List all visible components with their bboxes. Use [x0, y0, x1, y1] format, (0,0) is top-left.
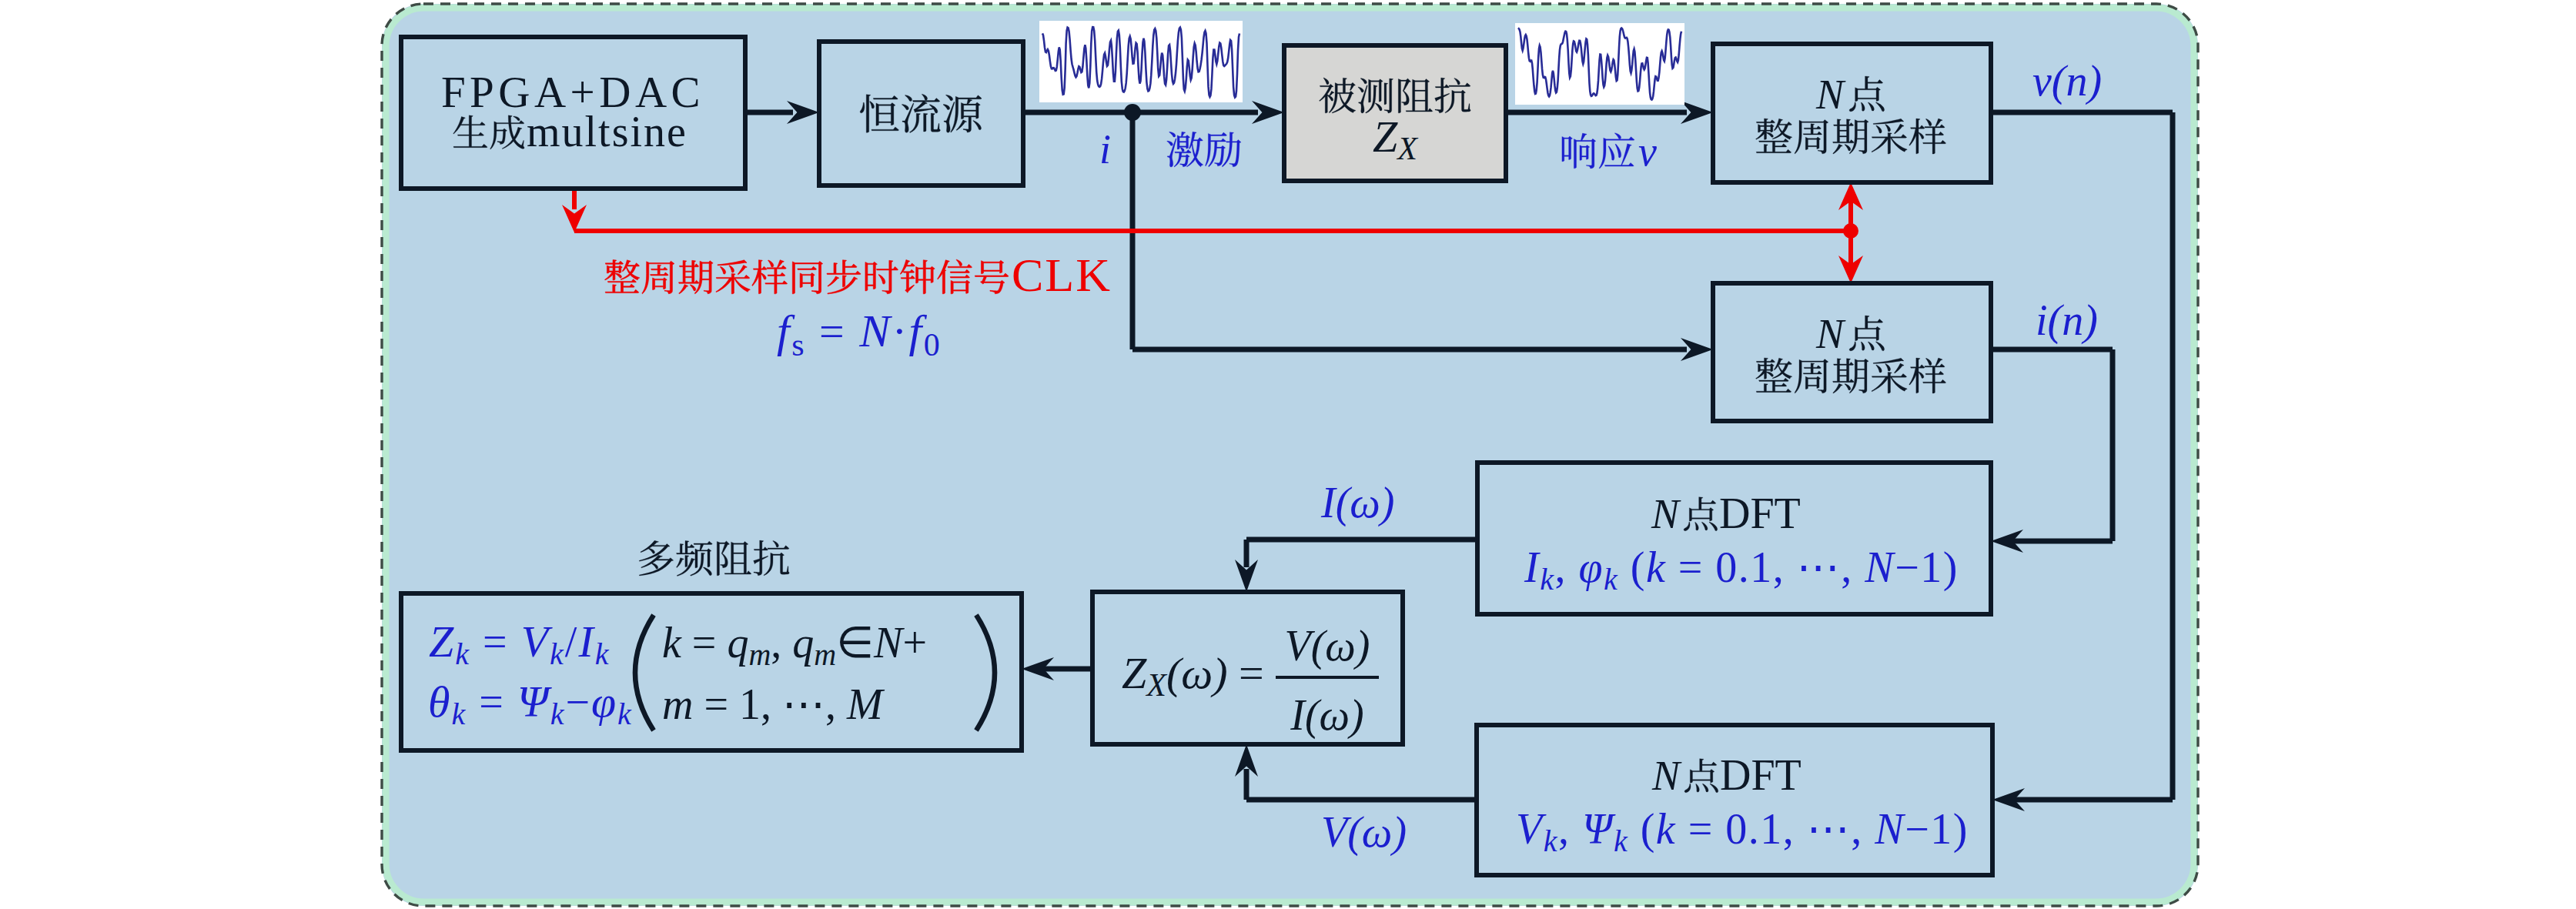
- svg-text:i: i: [1099, 126, 1111, 172]
- svg-text:v(n): v(n): [2032, 57, 2102, 105]
- svg-text:I(ω): I(ω): [1320, 479, 1394, 527]
- svg-text:ZX(ω) =: ZX(ω) =: [1122, 648, 1264, 703]
- svg-text:N: N: [1651, 491, 1681, 537]
- svg-text:V(ω): V(ω): [1284, 622, 1370, 670]
- svg-text:DFT: DFT: [1720, 751, 1802, 799]
- svg-text:Ik, φk (k = 0.1, ⋯, N−1): Ik, φk (k = 0.1, ⋯, N−1): [1524, 543, 1959, 597]
- svg-text:m = 1, ⋯, M: m = 1, ⋯, M: [662, 680, 885, 728]
- svg-text:v: v: [1638, 129, 1657, 175]
- svg-text:I(ω): I(ω): [1290, 691, 1363, 740]
- svg-text:CLK: CLK: [1012, 249, 1112, 301]
- svg-text:V(ω): V(ω): [1321, 808, 1407, 857]
- svg-text:i(n): i(n): [2036, 296, 2098, 345]
- svg-text:multsine: multsine: [527, 108, 687, 155]
- svg-text:N: N: [1651, 753, 1682, 799]
- svg-text:Vk, Ψk (k = 0.1, ⋯, N−1): Vk, Ψk (k = 0.1, ⋯, N−1): [1516, 805, 1969, 858]
- svg-text:DFT: DFT: [1719, 490, 1801, 537]
- svg-text:N: N: [1815, 72, 1846, 118]
- svg-text:k = qm, qm∈N+: k = qm, qm∈N+: [662, 619, 927, 672]
- svg-text:N: N: [1815, 311, 1846, 357]
